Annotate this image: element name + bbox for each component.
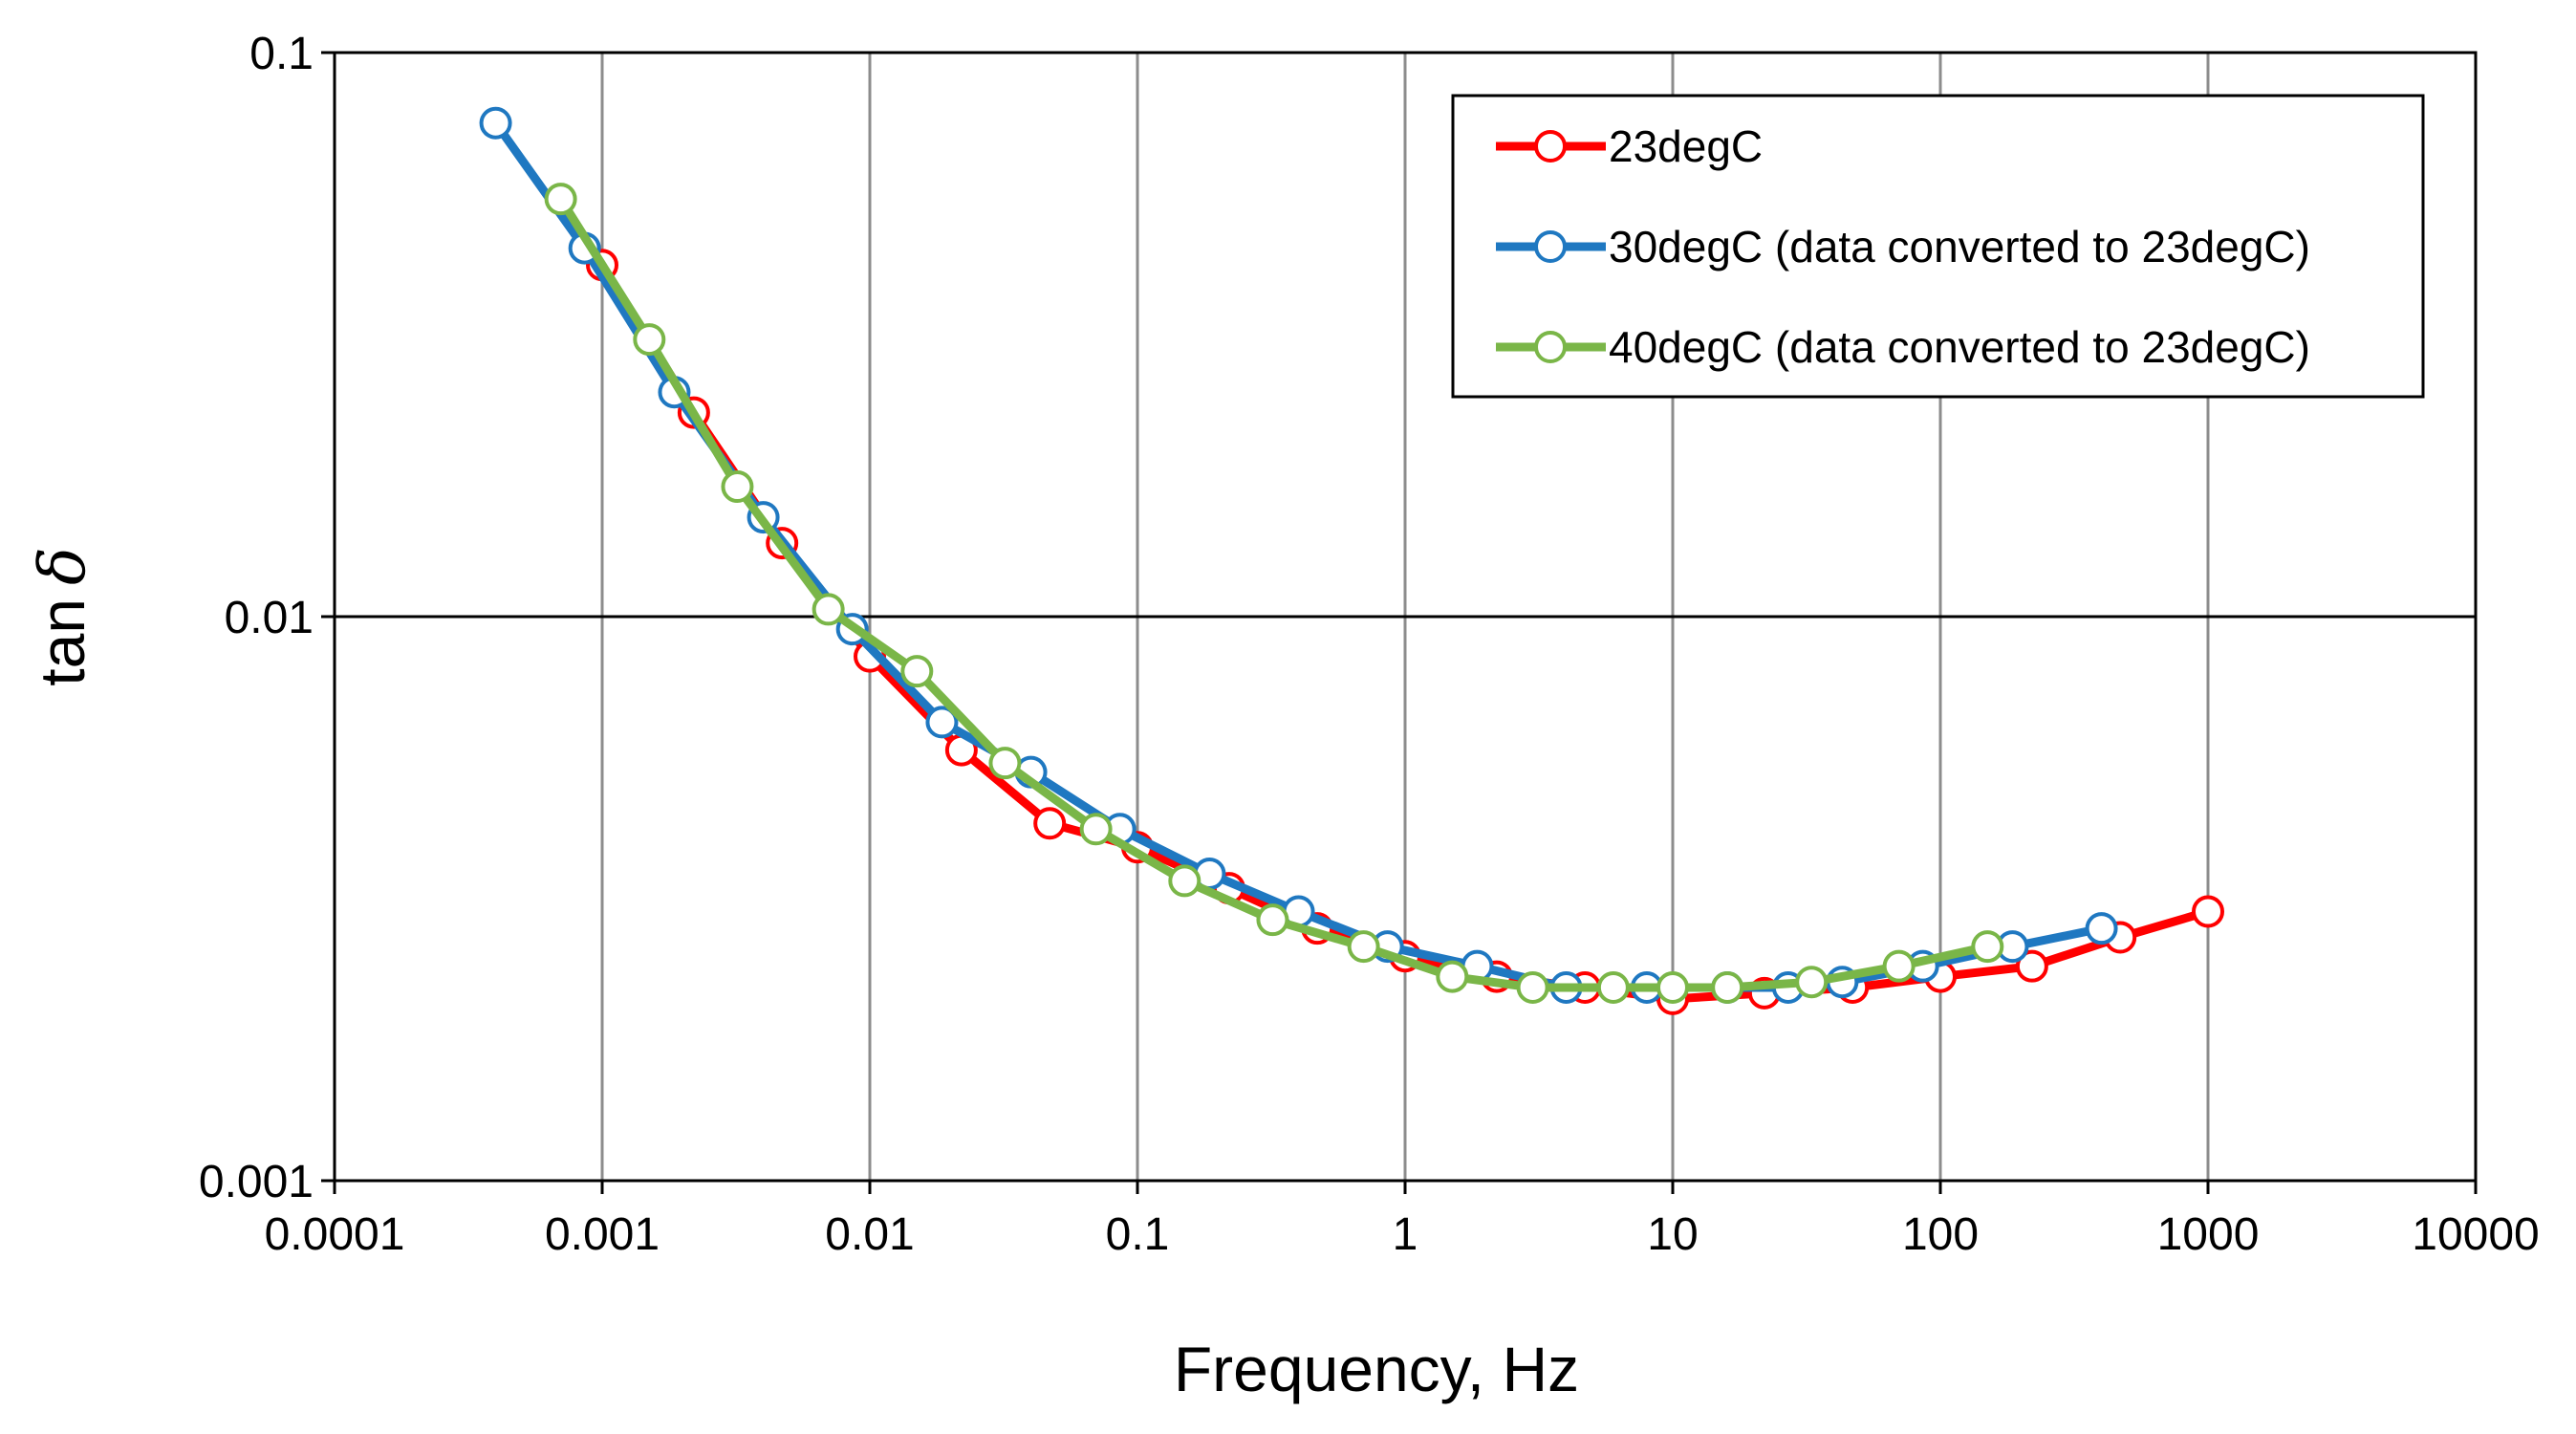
x-tick-label: 0.01	[825, 1209, 914, 1260]
data-point	[1795, 966, 1829, 999]
data-point	[1033, 807, 1067, 840]
data-point	[1516, 970, 1549, 1004]
series	[479, 106, 2224, 1015]
legend-label-40degc: 40degC (data converted to 23degC)	[1609, 322, 2310, 372]
data-point	[925, 706, 959, 739]
data-point	[544, 183, 577, 216]
x-tick-label: 0.0001	[265, 1209, 405, 1260]
data-point	[1347, 930, 1380, 964]
data-point	[1079, 813, 1113, 846]
data-point	[1711, 970, 1744, 1004]
y-axis-title-symbol: δ	[26, 547, 99, 585]
x-tick-label: 1	[1393, 1209, 1418, 1260]
legend-marker-40degc	[1534, 331, 1567, 363]
data-point	[988, 747, 1022, 780]
data-point	[721, 470, 754, 504]
legend-entry-40degc: 40degC (data converted to 23degC)	[1496, 322, 2310, 372]
data-point	[479, 106, 512, 140]
legend-label-23degc: 23degC	[1609, 121, 1763, 171]
data-point	[1882, 949, 1916, 983]
y-axis-title: tan δ	[26, 547, 99, 686]
y-tick-label: 0.001	[199, 1157, 314, 1207]
plot-frame	[333, 51, 2478, 1183]
y-tick-label: 0.1	[249, 29, 314, 79]
data-point	[900, 655, 934, 688]
x-axis-title: Frequency, Hz	[1174, 1334, 1579, 1404]
x-tick-labels: 0.0001 0.001 0.01 0.1 1 10 100 1000 10000	[265, 1209, 2540, 1260]
data-point	[1596, 970, 1630, 1004]
legend-marker-30degc	[1534, 230, 1567, 263]
legend-box	[1451, 94, 2425, 399]
y-tick-labels: 0.001 0.01 0.1	[199, 29, 314, 1207]
y-axis-title-prefix: tan	[27, 598, 97, 686]
legend-entry-23degc: 23degC	[1496, 121, 1763, 171]
legend-label-30degc: 30degC (data converted to 23degC)	[1609, 222, 2310, 272]
legend-entry-30degc: 30degC (data converted to 23degC)	[1496, 222, 2310, 272]
data-point	[2015, 949, 2048, 983]
data-point	[1168, 864, 1201, 898]
data-point	[2085, 912, 2118, 945]
series-2	[544, 183, 2004, 1004]
x-tick-label: 10000	[2412, 1209, 2539, 1260]
x-tick-label: 1000	[2157, 1209, 2260, 1260]
x-tick-label: 0.001	[545, 1209, 660, 1260]
data-point	[812, 593, 845, 626]
data-point	[1656, 970, 1689, 1004]
data-point	[633, 323, 666, 357]
y-tick-label: 0.01	[225, 593, 314, 643]
x-tick-label: 10	[1647, 1209, 1698, 1260]
data-point	[1971, 930, 2004, 964]
data-point	[2192, 895, 2224, 928]
data-point	[1436, 960, 1469, 993]
legend: 23degC 30degC (data converted to 23degC)…	[1451, 94, 2425, 399]
x-tick-label: 0.1	[1106, 1209, 1170, 1260]
x-tick-label: 100	[1902, 1209, 1979, 1260]
legend-marker-23degc	[1534, 130, 1567, 163]
data-point	[1256, 903, 1289, 937]
